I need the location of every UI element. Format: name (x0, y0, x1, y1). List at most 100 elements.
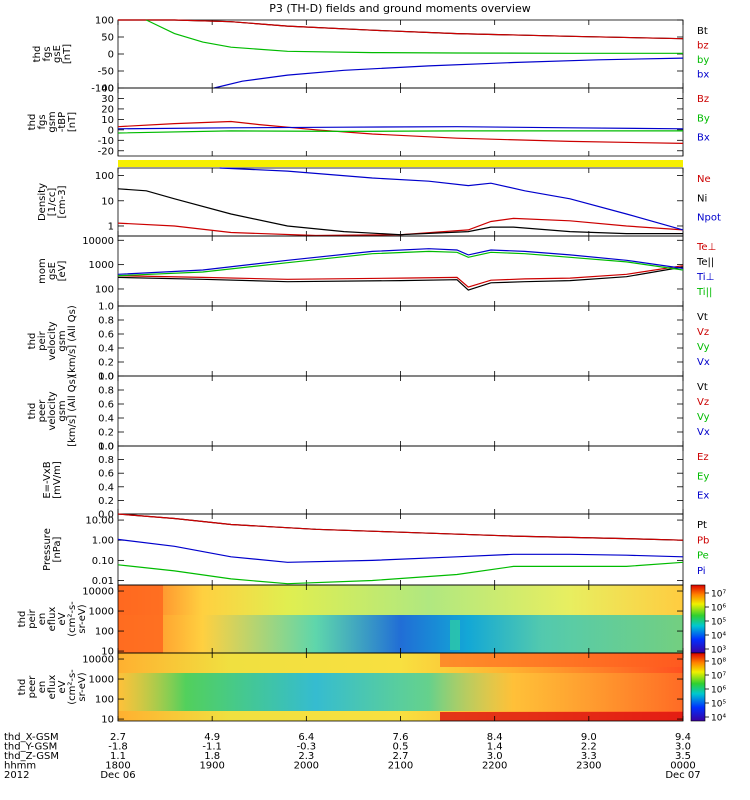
panel-ylabel: peir (37, 330, 48, 350)
panel-ylabel: velocity (47, 391, 58, 430)
panel-ylabel: (cm²-s- (67, 669, 78, 705)
ytick-label: 0 (108, 50, 114, 61)
legend-entry: Vy (697, 342, 710, 353)
ephem-row-label: 2012 (4, 770, 29, 781)
ytick-label: 100 (95, 695, 114, 706)
panel-ylabel: peer (37, 399, 48, 423)
legend-entry: Ni (697, 193, 707, 204)
series-line-Bz (117, 120, 684, 144)
panel-ylabel: eflux (47, 675, 58, 700)
ytick-label: 1.0 (98, 302, 114, 313)
series-line-Te|| (117, 266, 684, 291)
ytick-label: 1.0 (98, 442, 114, 453)
panel-ylabel: eV (57, 612, 68, 625)
panel-ylabel: [nPa] (52, 536, 63, 562)
series-line-Ti|| (117, 250, 684, 277)
ephem-row-label: thd_Y-GSM (4, 742, 57, 753)
ytick-label: 0.6 (98, 469, 114, 480)
colorbar-peir (690, 584, 706, 654)
legend-entry: Pi (697, 566, 706, 577)
panel-ylabel: [mV/m] (52, 461, 63, 499)
ephem-value: 1.4 (487, 742, 503, 753)
ephem-value: 2300 (576, 761, 601, 772)
ytick-label: 0.2 (98, 428, 114, 439)
panel-ylabel: thd (27, 333, 38, 350)
legend-entry: Vt (697, 382, 708, 393)
panel-ylabel: en (37, 681, 48, 694)
ephem-value: Dec 06 (100, 770, 135, 781)
legend-entry: By (697, 113, 710, 124)
panel-ylabel: thd (17, 611, 28, 628)
ytick-label: 0.01 (92, 576, 114, 587)
legend-entry: Ey (697, 471, 709, 482)
legend-entry: Pt (697, 520, 707, 531)
series-line-Ni (117, 188, 683, 236)
ytick-label: 0.10 (92, 556, 114, 567)
ephem-value: 2.3 (298, 751, 314, 762)
flag-bar (118, 160, 683, 167)
ytick-label: 1.00 (92, 536, 114, 547)
panel-ylabel: peir (27, 608, 38, 628)
panel-ylabel: (cm²-s- (67, 601, 78, 637)
legend-entry: Ex (697, 491, 709, 502)
ytick-label: -100 (91, 84, 114, 95)
ytick-label: -50 (98, 67, 114, 78)
panel-ylabel: thd (17, 679, 28, 696)
legend-entry: Vt (697, 312, 708, 323)
ytick-label: 100 (95, 627, 114, 638)
legend-entry: Pe (697, 551, 709, 562)
ephem-value: 1900 (199, 761, 224, 772)
ephem-value: 8.4 (487, 732, 503, 743)
panel-ylabel: gsE (52, 45, 63, 63)
colorbar-peer (690, 652, 706, 722)
legend-entry: Vz (697, 327, 709, 338)
ephem-value: 1.1 (110, 751, 126, 762)
ephem-value: 3.3 (581, 751, 597, 762)
ephem-row-label: thd_Z-GSM (4, 751, 59, 762)
ephem-value: -0.3 (297, 742, 317, 753)
legend-entry: Bt (697, 26, 708, 37)
panel-efield: 1.0 0.8 0.6 0.4 0.2 0.0 E=-VxB [mV/m] Ez Ey Ex (42, 442, 709, 521)
series-line-Npot (219, 167, 684, 231)
series-line-Ti⊥ (117, 248, 684, 275)
panel-mom: 10000 1000 100 mom gsE [eV] Te⊥ Te|| Ti⊥ Ti|| (37, 235, 716, 307)
panel-density: 100 10 1 Density [1/cc] [cm-3] Ne Ni Npot (37, 167, 721, 237)
ephem-value: 6.4 (298, 732, 314, 743)
legend-entry: Te⊥ (696, 242, 716, 253)
ephem-value: 9.0 (581, 732, 597, 743)
panel-ylabel: [1/cc] (47, 188, 58, 217)
panel-ylabel: eflux (47, 607, 58, 632)
heatmap-peir-eflux (118, 585, 683, 653)
panel-ylabel: thd (27, 403, 38, 420)
legend-entry: Vz (697, 397, 709, 408)
heatmap-peer-eflux (118, 653, 683, 721)
ytick-label: 10 (101, 647, 114, 658)
panel-peer_velocity: 1.0 0.8 0.6 0.4 0.2 0.0 thd peer velocity gsm [km/… (27, 372, 710, 453)
ytick-label: 100 (95, 16, 114, 27)
ytick-label: 0.8 (98, 455, 114, 466)
ephem-value: 7.6 (393, 732, 409, 743)
legend-entry: Bx (697, 133, 710, 144)
ephem-row-label: hhmm (4, 761, 36, 772)
ytick-label: 30 (101, 94, 114, 105)
panel-peer_eflux: 10000 1000 100 10 thd peer en eflux eV (cm²-s-sr-… (17, 652, 726, 726)
ytick-label: 10000 (82, 236, 114, 247)
ytick-label: 50 (101, 33, 114, 44)
ytick-label: 10.00 (85, 516, 114, 527)
ytick-label: 0.2 (98, 496, 114, 507)
ytick-label: 10 (101, 196, 114, 207)
ephem-value: 3.0 (487, 751, 503, 762)
colorbar-label: 10⁵ (711, 618, 726, 628)
series-line-Te⊥ (117, 265, 684, 288)
panel-ylabel: velocity (47, 321, 58, 360)
ephem-value: 2100 (388, 761, 413, 772)
panel-ylabel: [km/s] (All Qs) (67, 375, 78, 447)
ytick-label: 0.4 (98, 344, 114, 355)
panel-ylabel: E=-VxB (42, 461, 53, 498)
panel-ylabel: Density (37, 183, 48, 221)
ephem-value: 2.2 (581, 742, 597, 753)
panel-ylabel: thd (32, 46, 43, 63)
panel-ylabel: fgs (42, 46, 53, 61)
ytick-label: 0.0 (98, 372, 114, 383)
